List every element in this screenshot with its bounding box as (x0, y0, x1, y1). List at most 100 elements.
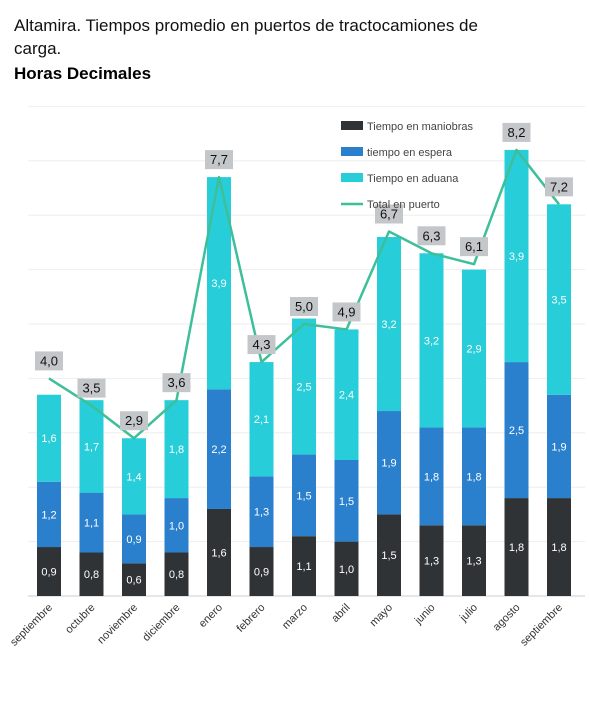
segment-value-label: 1,5 (381, 550, 396, 562)
bar-segment (377, 411, 401, 515)
total-label-box (120, 411, 148, 431)
total-label-box (35, 351, 63, 371)
bar-segment (164, 498, 189, 553)
x-tick-label: julio (457, 602, 480, 625)
total-series-line (48, 148, 560, 440)
total-label-box (332, 302, 361, 322)
segment-value-label: 3,2 (424, 335, 439, 347)
x-tick-label: abril (329, 602, 352, 625)
total-value-label: 4,3 (252, 337, 270, 352)
bar-segment (249, 362, 274, 477)
legend-label: Tiempo en aduana (367, 173, 459, 185)
total-label-box (502, 122, 531, 142)
total-label-box (205, 150, 233, 170)
segment-value-label: 1,3 (466, 556, 481, 568)
legend-swatch (341, 173, 363, 182)
bar-segment (334, 460, 359, 542)
segment-value-label: 1,8 (551, 542, 566, 554)
bar-segment (504, 149, 529, 363)
bar-segment (207, 508, 231, 596)
bar-segment (122, 438, 146, 515)
x-tick-label: febrero (234, 602, 267, 635)
bar-segment (37, 481, 61, 548)
segment-value-label: 1,8 (509, 542, 524, 554)
total-value-label: 7,2 (550, 179, 568, 194)
legend-swatch (341, 121, 363, 130)
segment-value-label: 0,8 (84, 569, 99, 581)
segment-value-label: 0,9 (126, 534, 141, 546)
segment-value-label: 1,8 (424, 471, 439, 483)
segment-value-label: 1,1 (296, 561, 311, 573)
x-tick-label: diciembre (140, 602, 182, 644)
segment-value-label: 1,3 (424, 556, 439, 568)
bar-segment (504, 498, 529, 596)
bar-segment (292, 318, 316, 455)
bar-segment (547, 394, 571, 499)
segment-value-label: 3,9 (509, 251, 524, 263)
bar-segment (547, 498, 571, 596)
bar-segment (504, 362, 529, 499)
total-label-box (247, 335, 276, 355)
total-value-label: 8,2 (507, 125, 525, 140)
total-value-label: 6,1 (465, 239, 483, 254)
total-value-label: 5,0 (295, 299, 313, 314)
segment-value-label: 1,6 (41, 433, 56, 445)
bar-segment (79, 400, 104, 493)
segment-value-label: 1,5 (339, 496, 354, 508)
total-label-box (545, 177, 573, 197)
total-value-label: 4,0 (40, 353, 58, 368)
total-value-label: 7,7 (210, 152, 228, 167)
bar-segment (462, 525, 486, 596)
segment-value-label: 1,9 (381, 458, 396, 470)
bar-segment (419, 427, 444, 526)
chart-subtitle: Horas Decimales (14, 64, 152, 83)
segment-value-label: 2,5 (296, 382, 311, 394)
bar-segment (547, 204, 571, 395)
total-label-box (417, 226, 446, 246)
segment-value-label: 1,5 (296, 490, 311, 502)
bar-segment (37, 547, 61, 596)
total-label-box (375, 204, 403, 224)
segment-value-label: 1,3 (254, 507, 269, 519)
bar-segment (377, 514, 401, 596)
segment-value-label: 1,8 (466, 471, 481, 483)
chart-title: Altamira. Tiempos promedio en puertos de… (14, 16, 478, 58)
x-tick-label: marzo (280, 602, 310, 632)
bar-segment (462, 269, 486, 428)
segment-value-label: 1,0 (169, 520, 184, 532)
bar-segment (37, 394, 61, 482)
segment-value-label: 0,6 (126, 575, 141, 587)
bar-segment (122, 514, 146, 564)
segment-value-label: 1,7 (84, 441, 99, 453)
segment-value-label: 3,5 (551, 295, 566, 307)
bar-segment (249, 476, 274, 548)
legend-label: tiempo en espera (367, 147, 453, 159)
total-value-label: 6,7 (380, 207, 398, 222)
bar-segment (292, 454, 316, 537)
bar-segment (207, 389, 231, 509)
bar-series (37, 149, 571, 596)
x-tick-label: septiembre (8, 602, 55, 649)
x-tick-label: mayo (368, 602, 396, 630)
bar-segment (164, 400, 189, 499)
total-label-box (77, 378, 106, 398)
segment-value-label: 3,9 (211, 278, 226, 290)
total-value-label: 3,5 (82, 381, 100, 396)
bar-segment (419, 525, 444, 596)
legend-label: Total en puerto (367, 199, 440, 211)
total-value-label: 3,6 (167, 375, 185, 390)
bar-segment (462, 427, 486, 526)
segment-value-label: 1,9 (551, 441, 566, 453)
segment-value-label: 2,5 (509, 425, 524, 437)
bar-segment (377, 236, 401, 412)
segment-value-label: 1,6 (211, 547, 226, 559)
legend: Tiempo en maniobras tiempo en espera Tiemp… (341, 121, 473, 211)
segment-value-label: 1,2 (41, 509, 56, 521)
segment-value-label: 0,9 (41, 567, 56, 579)
segment-value-label: 1,1 (84, 518, 99, 530)
total-value-label: 6,3 (422, 228, 440, 243)
x-tick-label: enero (197, 602, 225, 630)
x-tick-label: noviembre (95, 602, 140, 647)
